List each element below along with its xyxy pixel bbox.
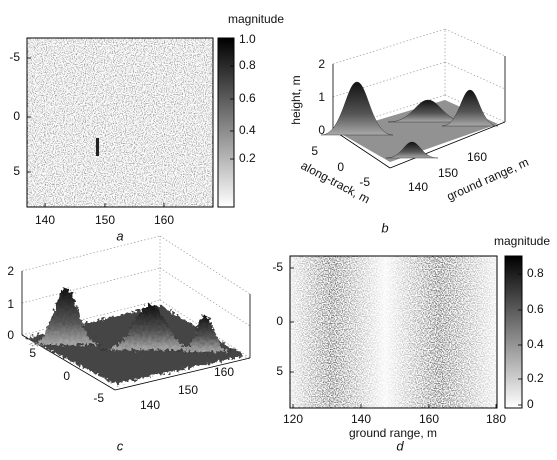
tick-label: -5 [359,175,370,189]
panel-label: c [117,438,124,453]
image-bands [290,256,497,408]
panel-label: d [396,438,404,453]
tick-label: 0.8 [527,266,544,280]
tick-label: 140 [351,412,371,426]
surface-hill [320,81,394,136]
axis-label: height, m [289,75,303,124]
surface-hill [385,141,439,159]
tick-label: 1 [7,297,14,311]
tick-label: 0 [7,328,14,342]
tick-label: 140 [408,180,428,194]
grid-line [444,28,506,57]
tick-label: 0 [13,109,20,123]
panel-label: b [381,220,388,235]
tick-label: 1 [318,90,325,104]
tick-label: 180 [486,412,506,426]
grid-line [159,267,251,327]
tick-label: -5 [93,391,104,405]
grid-line [21,299,161,336]
grid-line [159,235,251,295]
tick-label: 0.4 [527,337,544,351]
grid-line [21,235,161,272]
grid-line [444,61,506,90]
tick-label: -5 [272,260,283,274]
surface-rough [26,287,245,384]
colorbar-title: magnitude [494,234,550,248]
tick-label: 120 [283,412,303,426]
image-noise [27,38,213,207]
tick-label: 150 [95,213,115,227]
tick-label: 2 [7,264,14,278]
target-spot [96,138,99,156]
tick-label: 5 [276,364,283,378]
tick-label: 5 [29,346,36,360]
tick-label: 5 [311,144,318,158]
tick-label: 160 [154,213,174,227]
surface-hill [29,287,103,346]
colorbar [504,255,523,409]
tick-label: 0.6 [527,302,544,316]
tick-label: 0 [527,397,534,411]
grid-line [332,28,446,65]
tick-label: 0 [318,123,325,137]
colorbar-title: magnitude [228,12,284,26]
tick-label: 160 [467,150,487,164]
tick-label: 0.2 [527,371,544,385]
tick-label: 140 [140,398,160,412]
tick-label: 0 [276,314,283,328]
tick-label: 0 [63,369,70,383]
tick-label: 160 [419,412,439,426]
axis-line [114,357,251,391]
tick-label: 2 [318,57,325,71]
tick-label: 0.6 [239,91,256,105]
tick-label: 160 [214,365,234,379]
tick-label: 0 [337,160,344,174]
tick-label: 0.8 [239,58,256,72]
tick-label: 150 [178,383,198,397]
tick-label: -5 [9,50,20,64]
tick-label: 0.2 [239,151,256,165]
tick-label: 140 [35,213,55,227]
image-frame [26,37,214,208]
surface-hill [101,304,199,351]
tick-label: 5 [13,164,20,178]
axis-line [332,129,391,169]
panel-label: a [116,228,123,243]
tick-label: 150 [438,166,458,180]
tick-label: 0.4 [239,123,256,137]
axis-label: ground range, m [349,426,437,440]
image-frame [289,255,498,409]
axis-line [389,121,506,169]
tick-label: 1.0 [239,32,256,46]
grid-line [21,267,161,304]
colorbar [217,37,235,208]
